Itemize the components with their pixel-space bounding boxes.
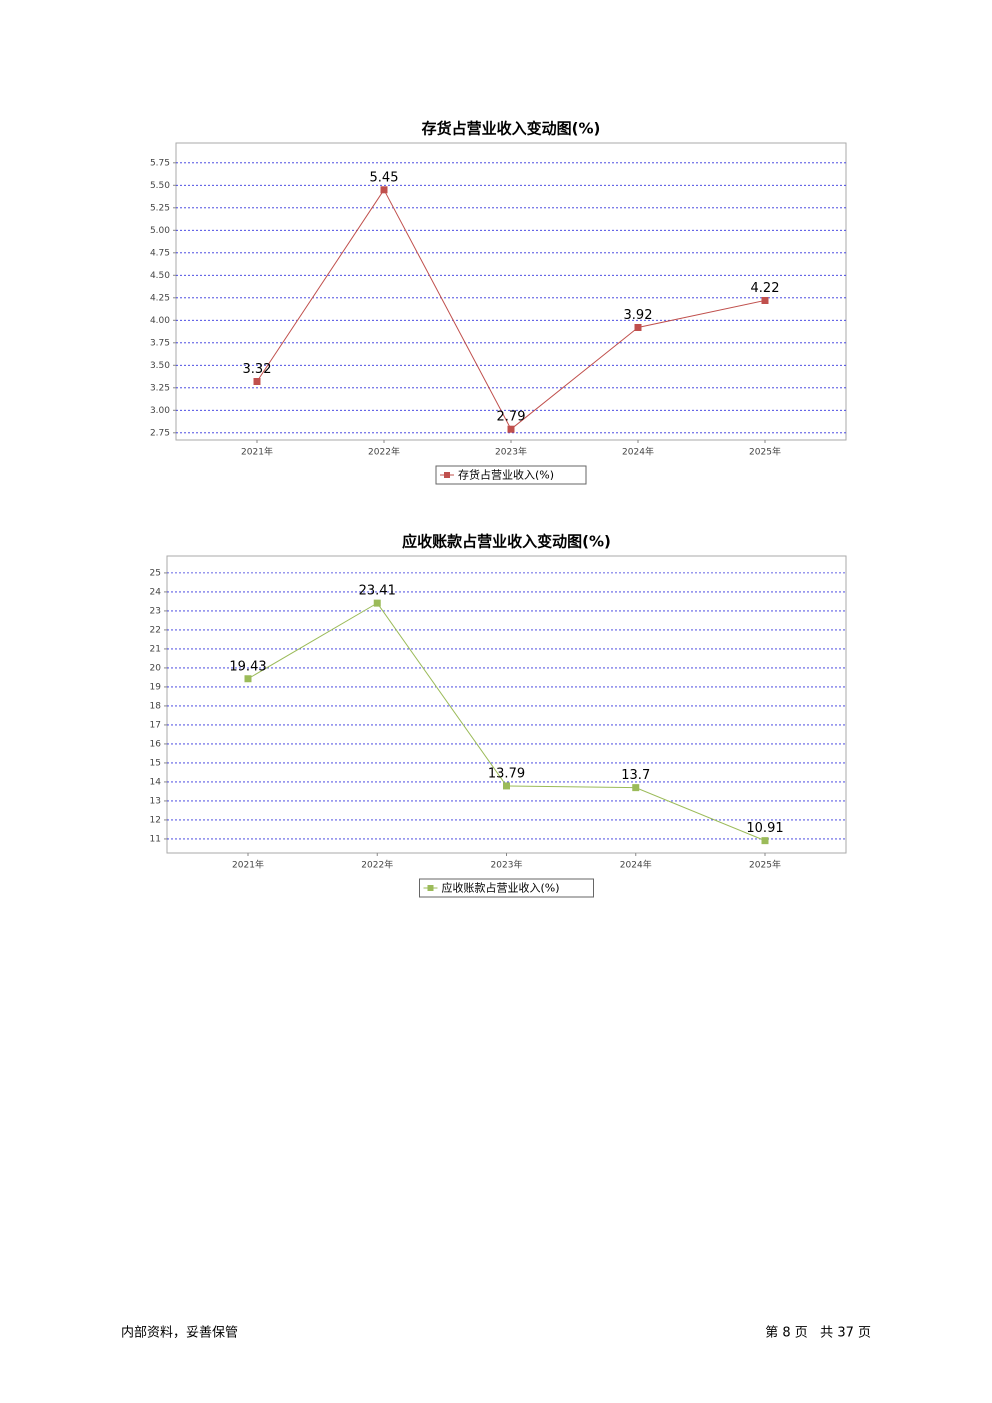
y-tick-label: 14 xyxy=(150,777,162,787)
y-tick-label: 4.00 xyxy=(150,316,170,326)
point xyxy=(380,186,388,194)
y-tick-label: 24 xyxy=(150,587,162,597)
y-tick-label: 19 xyxy=(150,682,162,692)
point xyxy=(244,675,252,683)
y-tick-label: 13 xyxy=(150,796,161,806)
y-tick-label: 3.25 xyxy=(150,383,170,393)
point xyxy=(761,837,769,845)
y-tick-label: 3.75 xyxy=(150,338,170,348)
y-tick-label: 4.75 xyxy=(150,248,170,258)
chart-title: 应收账款占营业收入变动图(%) xyxy=(402,533,611,551)
y-tick-label: 22 xyxy=(150,625,161,635)
x-tick-label: 2023年 xyxy=(491,859,523,871)
y-tick-label: 3.50 xyxy=(150,361,170,371)
legend-box xyxy=(435,465,587,485)
value-label: 4.22 xyxy=(751,281,780,296)
x-tick-label: 2025年 xyxy=(749,446,781,458)
y-tick-label: 4.25 xyxy=(150,293,170,303)
plot-area xyxy=(175,142,847,441)
y-tick-label: 5.50 xyxy=(150,181,170,191)
value-label: 5.45 xyxy=(370,170,399,185)
legend-marker xyxy=(444,472,450,478)
x-tick-label: 2021年 xyxy=(241,446,273,458)
x-tick-label: 2024年 xyxy=(620,859,652,871)
y-tick-label: 25 xyxy=(150,568,161,578)
value-label: 23.41 xyxy=(359,584,396,599)
point xyxy=(507,425,515,433)
y-tick-label: 20 xyxy=(150,663,162,673)
chart-title: 存货占营业收入变动图(%) xyxy=(422,120,601,138)
y-tick-label: 18 xyxy=(150,701,162,711)
legend-label: 应收账款占营业收入(%) xyxy=(442,881,560,895)
y-tick-label: 4.50 xyxy=(150,271,170,281)
x-tick-label: 2022年 xyxy=(368,446,400,458)
value-label: 13.79 xyxy=(488,766,525,781)
value-label: 10.91 xyxy=(746,821,783,836)
legend-box xyxy=(419,878,594,898)
point xyxy=(253,378,261,385)
y-tick-label: 16 xyxy=(150,739,162,749)
plot-area xyxy=(166,555,847,854)
point xyxy=(503,782,510,790)
footer-left: 内部资料，妥善保管 xyxy=(121,1325,238,1341)
y-tick-label: 17 xyxy=(150,720,161,730)
value-label: 3.32 xyxy=(243,362,272,377)
point xyxy=(761,297,769,304)
y-tick-label: 3.00 xyxy=(150,406,170,416)
y-tick-label: 23 xyxy=(150,606,161,616)
legend-label: 存货占营业收入(%) xyxy=(458,468,554,482)
x-tick-label: 2024年 xyxy=(622,446,654,458)
value-label: 3.92 xyxy=(624,308,653,323)
y-tick-label: 11 xyxy=(150,834,161,844)
point xyxy=(632,784,640,792)
y-tick-label: 15 xyxy=(150,758,161,768)
y-tick-label: 5.25 xyxy=(150,203,170,213)
value-label: 19.43 xyxy=(229,659,266,674)
footer-right: 第 8 页 共 37 页 xyxy=(765,1326,871,1341)
y-tick-label: 21 xyxy=(150,644,161,654)
value-label: 2.79 xyxy=(497,410,526,425)
x-tick-label: 2025年 xyxy=(749,859,781,871)
x-tick-label: 2023年 xyxy=(495,446,527,458)
x-tick-label: 2021年 xyxy=(232,859,264,871)
point xyxy=(373,599,381,607)
x-tick-label: 2022年 xyxy=(361,859,393,871)
point xyxy=(634,324,642,331)
y-tick-label: 5.00 xyxy=(150,226,170,236)
y-tick-label: 5.75 xyxy=(150,158,170,168)
y-tick-label: 2.75 xyxy=(150,428,170,438)
legend-marker xyxy=(427,885,434,891)
value-label: 13.7 xyxy=(621,768,650,783)
y-tick-label: 12 xyxy=(150,815,161,825)
